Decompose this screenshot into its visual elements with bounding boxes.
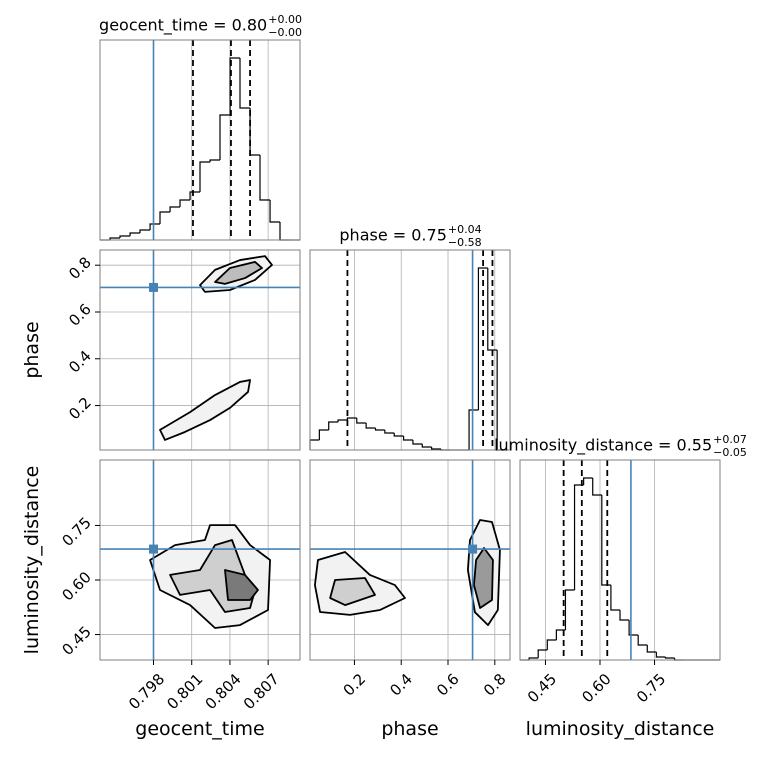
x-axis-label: luminosity_distance (526, 718, 715, 740)
hist-step (546, 639, 557, 650)
hist-step (129, 232, 140, 236)
truth-marker (149, 544, 159, 554)
hist-step (259, 155, 271, 201)
hist-step (610, 585, 620, 611)
hist-step (412, 440, 423, 445)
hist-step (655, 652, 666, 658)
hist-step (573, 484, 584, 590)
x-axis-label: geocent_time (135, 718, 264, 740)
hist-step (356, 418, 367, 424)
y-axis-label: phase (21, 321, 43, 378)
hist-step (528, 657, 539, 660)
hist-step (179, 199, 191, 207)
panel-frame (99, 39, 301, 241)
hist-step (309, 439, 320, 450)
hist-step (555, 629, 566, 640)
y-tick-label: 0.60 (58, 568, 94, 604)
panel-title: phase = 0.75 (339, 226, 446, 245)
hist-step (384, 430, 395, 434)
x-tick-label: 0.804 (202, 670, 245, 713)
title-lower: −0.00 (268, 26, 302, 39)
contour (214, 261, 263, 285)
hist-step (583, 477, 593, 485)
x-tick-label: 0.801 (163, 670, 206, 713)
x-tick-label: 0.45 (524, 670, 560, 706)
contour (329, 577, 376, 606)
hist-step (346, 417, 357, 420)
panel-title: luminosity_distance = 0.55 (494, 436, 712, 456)
hist-step (477, 267, 488, 410)
panel-frame (99, 249, 301, 451)
x-tick-label: 0.8 (480, 670, 510, 700)
contour (159, 379, 251, 441)
hist-step (337, 419, 348, 422)
x-tick-label: 0.807 (240, 670, 283, 713)
hist-step (619, 610, 630, 621)
x-axis-label: phase (381, 718, 438, 740)
hist-step (209, 159, 220, 162)
hist-step (239, 58, 251, 109)
title-upper: +0.04 (448, 223, 482, 236)
y-tick-label: 0.6 (65, 300, 95, 330)
hist-step (637, 635, 648, 646)
hist-step (487, 268, 498, 351)
title-lower: −0.05 (713, 446, 747, 459)
contour (473, 547, 494, 609)
hist-step (421, 444, 432, 448)
hist-step (139, 229, 151, 233)
x-tick-label: 0.75 (633, 670, 669, 706)
x-tick-label: 0.4 (386, 670, 416, 700)
hist-step (374, 428, 385, 431)
hist-step (199, 161, 211, 192)
x-tick-label: 0.2 (340, 670, 370, 700)
hist-step (159, 211, 171, 224)
hist-step (431, 447, 441, 450)
hist-step (468, 409, 479, 450)
hist-step (365, 423, 376, 429)
y-axis-label: luminosity_distance (21, 466, 43, 655)
panel-frame (99, 459, 301, 661)
panel-frame (309, 249, 511, 451)
panel-frame (309, 459, 511, 661)
contour (224, 569, 259, 601)
hist-step (269, 200, 280, 223)
hist-step (318, 429, 329, 440)
hist-step (537, 649, 548, 658)
hist-step (219, 114, 231, 160)
truth-marker (468, 544, 478, 554)
y-tick-label: 0.75 (58, 514, 94, 550)
hist-step (592, 478, 602, 496)
x-tick-label: 0.798 (125, 670, 168, 713)
x-tick-label: 0.6 (433, 670, 463, 700)
title-upper: +0.07 (713, 433, 747, 446)
y-tick-label: 0.2 (65, 394, 95, 424)
hist-step (328, 421, 339, 430)
hist-step (149, 223, 160, 230)
x-tick-label: 0.60 (578, 670, 614, 706)
title-lower: −0.58 (448, 236, 482, 249)
hist-step (229, 57, 240, 115)
hist-step (664, 657, 675, 659)
hist-step (646, 645, 657, 653)
hist-step (402, 436, 413, 441)
y-tick-label: 0.8 (65, 253, 95, 283)
hist-step (564, 589, 575, 630)
hist-step (393, 433, 404, 437)
hist-step (189, 191, 200, 200)
hist-step (169, 206, 180, 212)
hist-step (279, 222, 291, 241)
title-upper: +0.00 (268, 13, 302, 26)
hist-step (249, 108, 260, 156)
hist-step (628, 620, 639, 636)
y-tick-label: 0.4 (65, 347, 95, 377)
y-tick-label: 0.45 (58, 623, 94, 659)
hist-step (109, 237, 120, 240)
hist-step (601, 495, 611, 586)
truth-marker (149, 282, 159, 292)
hist-step (119, 235, 131, 238)
panel-frame (519, 459, 721, 661)
panel-title: geocent_time = 0.80 (99, 16, 267, 36)
